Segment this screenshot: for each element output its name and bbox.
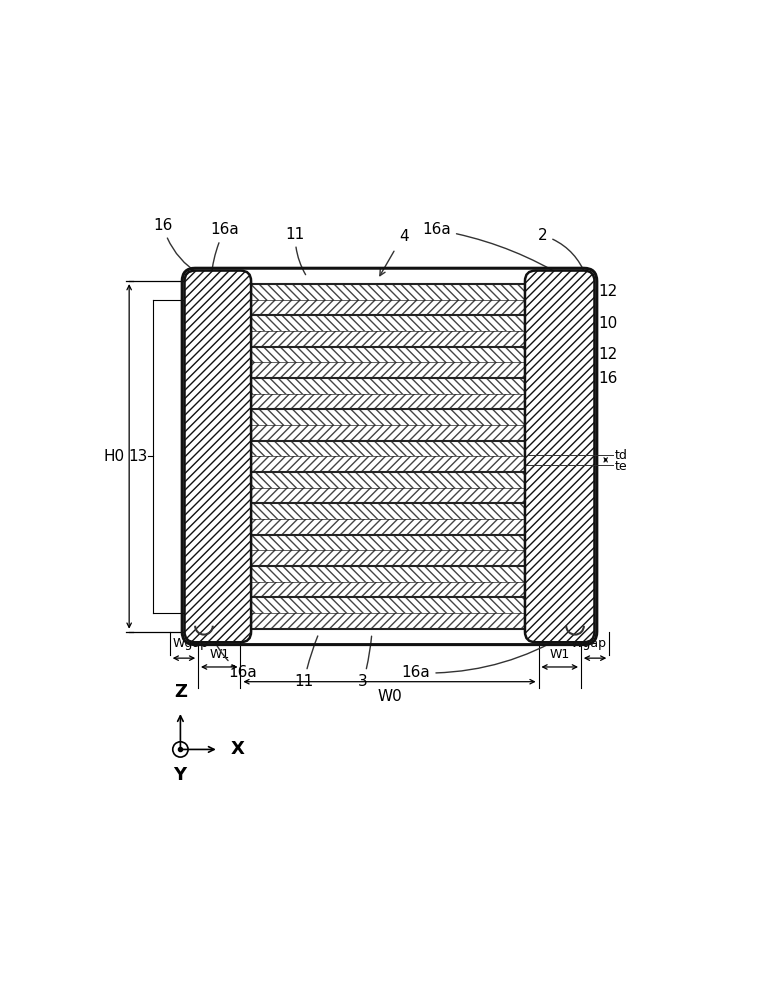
Text: 10: 10 xyxy=(599,316,618,331)
Text: 16: 16 xyxy=(599,371,618,386)
Text: W0: W0 xyxy=(377,689,402,704)
Bar xyxy=(198,503,581,519)
Text: 4: 4 xyxy=(400,229,409,244)
Text: 13: 13 xyxy=(128,449,147,464)
Bar xyxy=(198,409,581,425)
Bar xyxy=(198,566,581,582)
Bar xyxy=(198,300,581,315)
Bar xyxy=(198,425,581,441)
Bar xyxy=(198,284,581,300)
Bar xyxy=(198,472,581,488)
Text: 12: 12 xyxy=(599,347,618,362)
Bar xyxy=(198,315,581,331)
Text: W1: W1 xyxy=(209,648,230,661)
Bar xyxy=(198,535,581,550)
Bar xyxy=(198,582,581,597)
FancyBboxPatch shape xyxy=(185,271,251,642)
Text: 16a: 16a xyxy=(211,222,239,277)
Text: td: td xyxy=(615,449,628,462)
Bar xyxy=(198,613,581,629)
Text: 16a: 16a xyxy=(212,636,257,680)
Text: 16a: 16a xyxy=(401,635,565,680)
Text: 16a: 16a xyxy=(423,222,565,278)
Bar xyxy=(198,456,581,472)
Text: Z: Z xyxy=(174,683,187,701)
Bar xyxy=(198,331,581,347)
Bar xyxy=(198,378,581,394)
Text: W1: W1 xyxy=(549,648,570,661)
Text: Y: Y xyxy=(173,766,185,784)
Bar xyxy=(198,597,581,613)
Text: Wgap: Wgap xyxy=(173,637,209,650)
Text: H0: H0 xyxy=(104,449,125,464)
Text: te: te xyxy=(615,460,628,473)
FancyBboxPatch shape xyxy=(525,271,594,642)
Text: 16: 16 xyxy=(153,218,198,274)
Text: X: X xyxy=(230,740,245,758)
Text: 3: 3 xyxy=(358,636,372,689)
Bar xyxy=(198,550,581,566)
Text: 11: 11 xyxy=(286,227,306,275)
Bar xyxy=(198,519,581,535)
Text: Wgap: Wgap xyxy=(570,637,606,650)
Bar xyxy=(198,347,581,362)
Text: 2: 2 xyxy=(538,228,586,276)
Bar xyxy=(198,362,581,378)
Text: 11: 11 xyxy=(294,636,318,689)
Bar xyxy=(198,441,581,456)
Bar xyxy=(198,394,581,409)
Text: 12: 12 xyxy=(599,284,618,299)
Bar xyxy=(198,488,581,503)
